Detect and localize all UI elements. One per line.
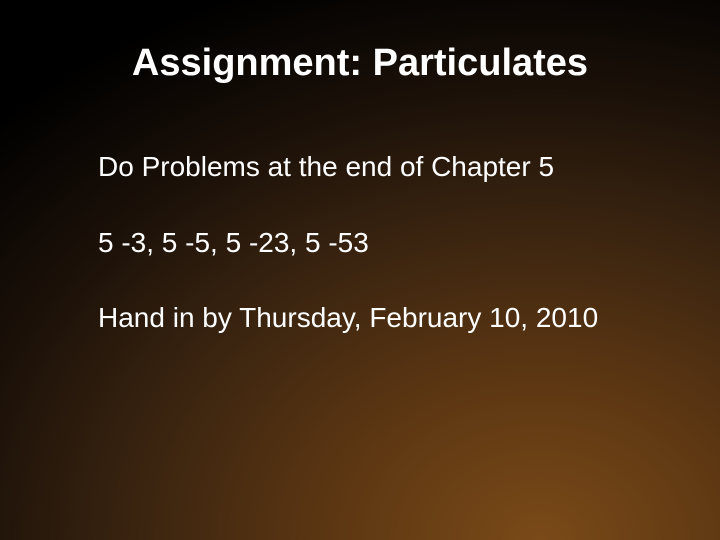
slide: Assignment: Particulates Do Problems at … (0, 0, 720, 540)
body-line: Do Problems at the end of Chapter 5 (98, 150, 660, 184)
body-line: 5 -3, 5 -5, 5 -23, 5 -53 (98, 226, 660, 260)
slide-title: Assignment: Particulates (0, 42, 720, 85)
slide-body: Do Problems at the end of Chapter 5 5 -3… (98, 150, 660, 377)
body-line: Hand in by Thursday, February 10, 2010 (98, 301, 660, 335)
